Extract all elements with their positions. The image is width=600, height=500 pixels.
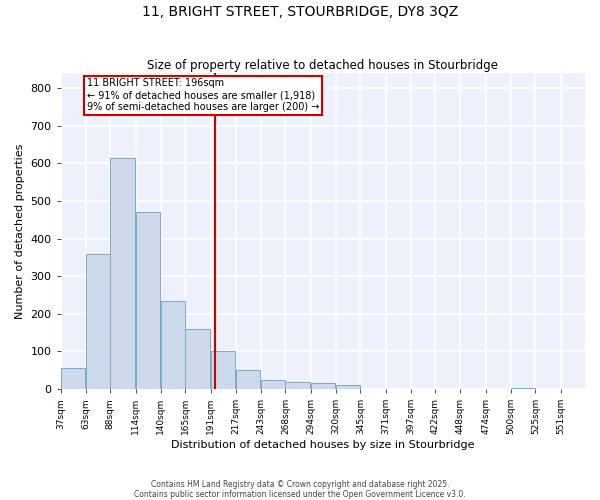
Text: 11, BRIGHT STREET, STOURBRIDGE, DY8 3QZ: 11, BRIGHT STREET, STOURBRIDGE, DY8 3QZ	[142, 5, 458, 19]
Bar	[261, 380, 286, 389]
Bar	[286, 382, 310, 389]
Bar	[86, 254, 110, 389]
Bar	[211, 352, 235, 389]
Bar	[136, 212, 160, 389]
Bar	[61, 368, 85, 389]
Bar	[185, 329, 209, 389]
Text: Contains HM Land Registry data © Crown copyright and database right 2025.
Contai: Contains HM Land Registry data © Crown c…	[134, 480, 466, 499]
Title: Size of property relative to detached houses in Stourbridge: Size of property relative to detached ho…	[148, 59, 499, 72]
Text: 11 BRIGHT STREET: 196sqm
← 91% of detached houses are smaller (1,918)
9% of semi: 11 BRIGHT STREET: 196sqm ← 91% of detach…	[87, 78, 319, 112]
Bar	[110, 158, 134, 389]
X-axis label: Distribution of detached houses by size in Stourbridge: Distribution of detached houses by size …	[171, 440, 475, 450]
Bar	[311, 384, 335, 389]
Bar	[336, 386, 361, 389]
Y-axis label: Number of detached properties: Number of detached properties	[15, 144, 25, 319]
Bar	[161, 300, 185, 389]
Bar	[511, 388, 535, 389]
Bar	[236, 370, 260, 389]
